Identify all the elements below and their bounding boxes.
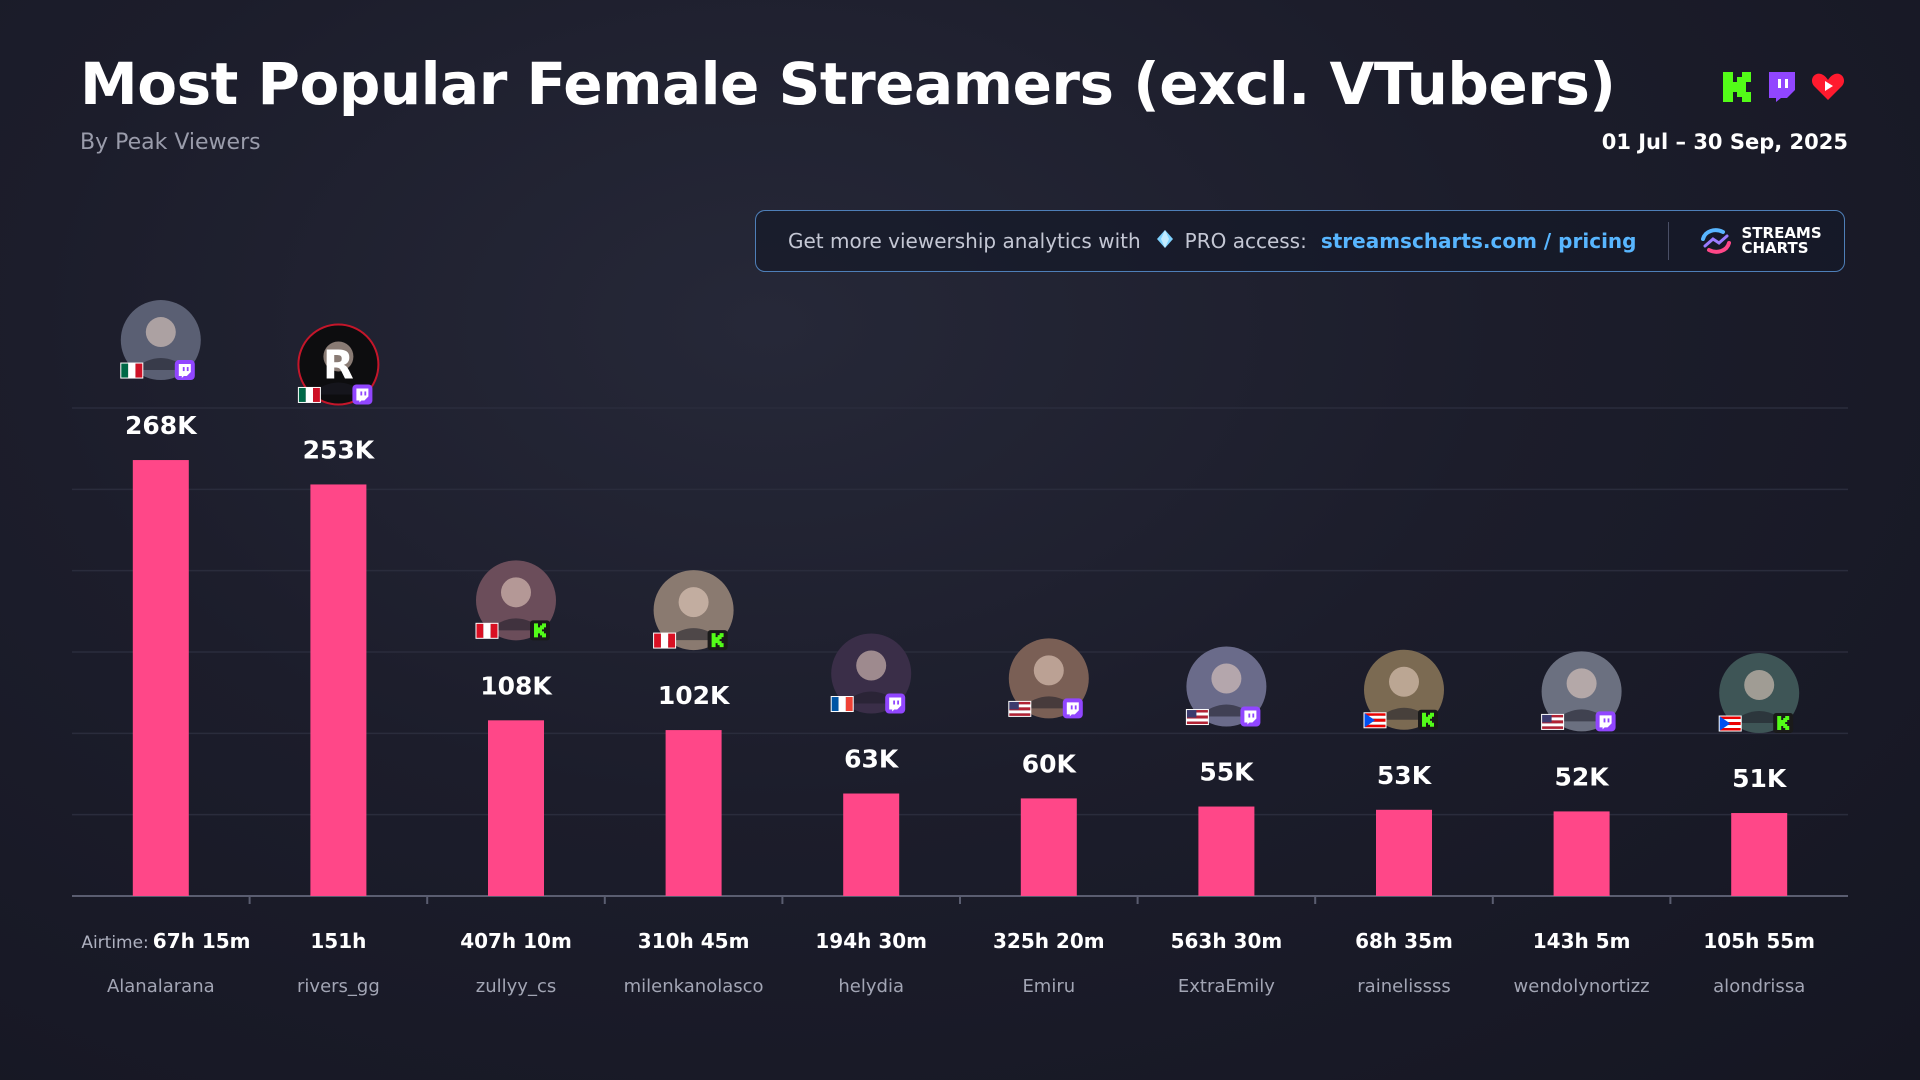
bar-group: 102K 310h 45m milenkanolasco <box>624 570 764 997</box>
twitch-icon <box>1240 706 1261 727</box>
streamer-name[interactable]: helydia <box>838 976 904 997</box>
date-range: 01 Jul – 30 Sep, 2025 <box>1601 130 1848 154</box>
svg-text:R: R <box>323 342 354 388</box>
bar <box>1020 798 1077 896</box>
airtime-label: 67h 15m <box>153 929 251 953</box>
kick-icon <box>1773 713 1794 734</box>
bar <box>843 793 900 896</box>
twitch-icon <box>1595 711 1616 732</box>
airtime-label: 143h 5m <box>1533 929 1631 953</box>
bar-group: 51K 105h 55m alondrissa <box>1703 653 1815 997</box>
value-label: 60K <box>1022 749 1078 778</box>
airtime-label: 407h 10m <box>460 929 572 953</box>
streamer-name[interactable]: alondrissa <box>1713 976 1805 997</box>
value-label: 268K <box>125 411 198 440</box>
kick-icon <box>1418 709 1438 730</box>
flag-icon <box>1185 709 1209 726</box>
bar-group: 52K 143h 5m wendolynortizz <box>1514 651 1650 997</box>
streamer-name[interactable]: ExtraEmily <box>1178 976 1275 997</box>
flag-icon <box>653 632 677 649</box>
pricing-link[interactable]: streamscharts.com / pricing <box>1321 229 1637 253</box>
bar-group: 63K 194h 30m helydia <box>815 633 927 997</box>
bar <box>1553 811 1610 896</box>
bar <box>1731 813 1788 896</box>
pricing-link-page: pricing <box>1558 229 1637 253</box>
bar-group: 108K 407h 10m zullyy_cs <box>460 560 572 997</box>
twitch-icon <box>1062 698 1083 719</box>
value-label: 102K <box>658 681 731 710</box>
airtime-label: 310h 45m <box>638 929 750 953</box>
flag-icon <box>1718 715 1742 732</box>
airtime-label: 325h 20m <box>993 929 1105 953</box>
streamer-name[interactable]: zullyy_cs <box>476 976 556 997</box>
promo-text: Get more viewership analytics with <box>788 229 1141 253</box>
bar <box>132 460 189 896</box>
diamond-icon <box>1155 229 1175 254</box>
bar <box>1198 806 1255 896</box>
streamer-name[interactable]: milenkanolasco <box>624 976 764 997</box>
airtime-label: 105h 55m <box>1703 929 1815 953</box>
chart-title: Most Popular Female Streamers (excl. VTu… <box>80 50 1616 118</box>
promo-banner[interactable]: Get more viewership analytics with PRO a… <box>755 210 1845 272</box>
value-label: 55K <box>1199 758 1255 787</box>
bar <box>665 730 722 896</box>
streams-charts-icon <box>1701 228 1732 254</box>
bar-group: 253K R 151h rivers_gg <box>297 323 380 997</box>
value-label: 52K <box>1555 762 1611 791</box>
kick-icon <box>530 620 550 641</box>
airtime-label: 563h 30m <box>1171 929 1283 953</box>
value-label: 108K <box>480 671 553 700</box>
flag-icon <box>1008 700 1032 717</box>
value-label: 51K <box>1732 764 1788 793</box>
twitch-icon <box>174 360 195 381</box>
pricing-link-sep: / <box>1543 229 1552 253</box>
brand-line-1: STREAMS <box>1741 224 1822 242</box>
flag-icon <box>830 696 854 713</box>
twitch-icon <box>885 693 906 714</box>
streams-charts-logo[interactable]: STREAMS CHARTS <box>1699 224 1822 257</box>
airtime-label: 68h 35m <box>1355 929 1453 953</box>
flag-icon <box>120 362 144 379</box>
airtime-label: 151h <box>310 929 366 953</box>
streamer-name[interactable]: rainelissss <box>1357 976 1450 997</box>
airtime-label: 194h 30m <box>815 929 927 953</box>
bar <box>1376 809 1432 896</box>
twitch-icon <box>352 384 373 405</box>
promo-divider <box>1668 222 1670 260</box>
flag-icon <box>297 386 321 403</box>
streamer-name[interactable]: Emiru <box>1022 976 1075 997</box>
bar <box>488 720 544 896</box>
youtube-heart-icon <box>1811 72 1845 102</box>
flag-icon <box>475 622 499 639</box>
streamer-name[interactable]: wendolynortizz <box>1514 976 1650 997</box>
streamer-name[interactable]: Alanalarana <box>107 976 215 997</box>
twitch-icon <box>1767 72 1795 102</box>
streamer-name[interactable]: rivers_gg <box>297 976 380 997</box>
airtime-prefix: Airtime: <box>81 933 148 953</box>
kick-icon <box>707 630 728 651</box>
flag-icon <box>1363 712 1387 729</box>
flag-icon <box>1541 713 1565 730</box>
bar-group: 268K Airtime: 67h 15m Alanalarana <box>81 300 251 997</box>
value-label: 53K <box>1377 761 1433 790</box>
platform-icons <box>1723 72 1845 102</box>
kick-icon <box>1723 72 1751 102</box>
bar-group: 53K 68h 35m rainelissss <box>1355 649 1453 997</box>
value-label: 63K <box>844 745 900 774</box>
promo-pro-label: PRO access: <box>1184 229 1307 253</box>
bar-group: 55K 563h 30m ExtraEmily <box>1171 646 1283 997</box>
brand-line-2: CHARTS <box>1741 239 1809 257</box>
value-label: 253K <box>303 435 376 464</box>
bar-group: 60K 325h 20m Emiru <box>993 638 1105 997</box>
bar <box>310 484 367 896</box>
chart-subtitle: By Peak Viewers <box>80 130 261 155</box>
pricing-link-site: streamscharts.com <box>1320 229 1537 253</box>
